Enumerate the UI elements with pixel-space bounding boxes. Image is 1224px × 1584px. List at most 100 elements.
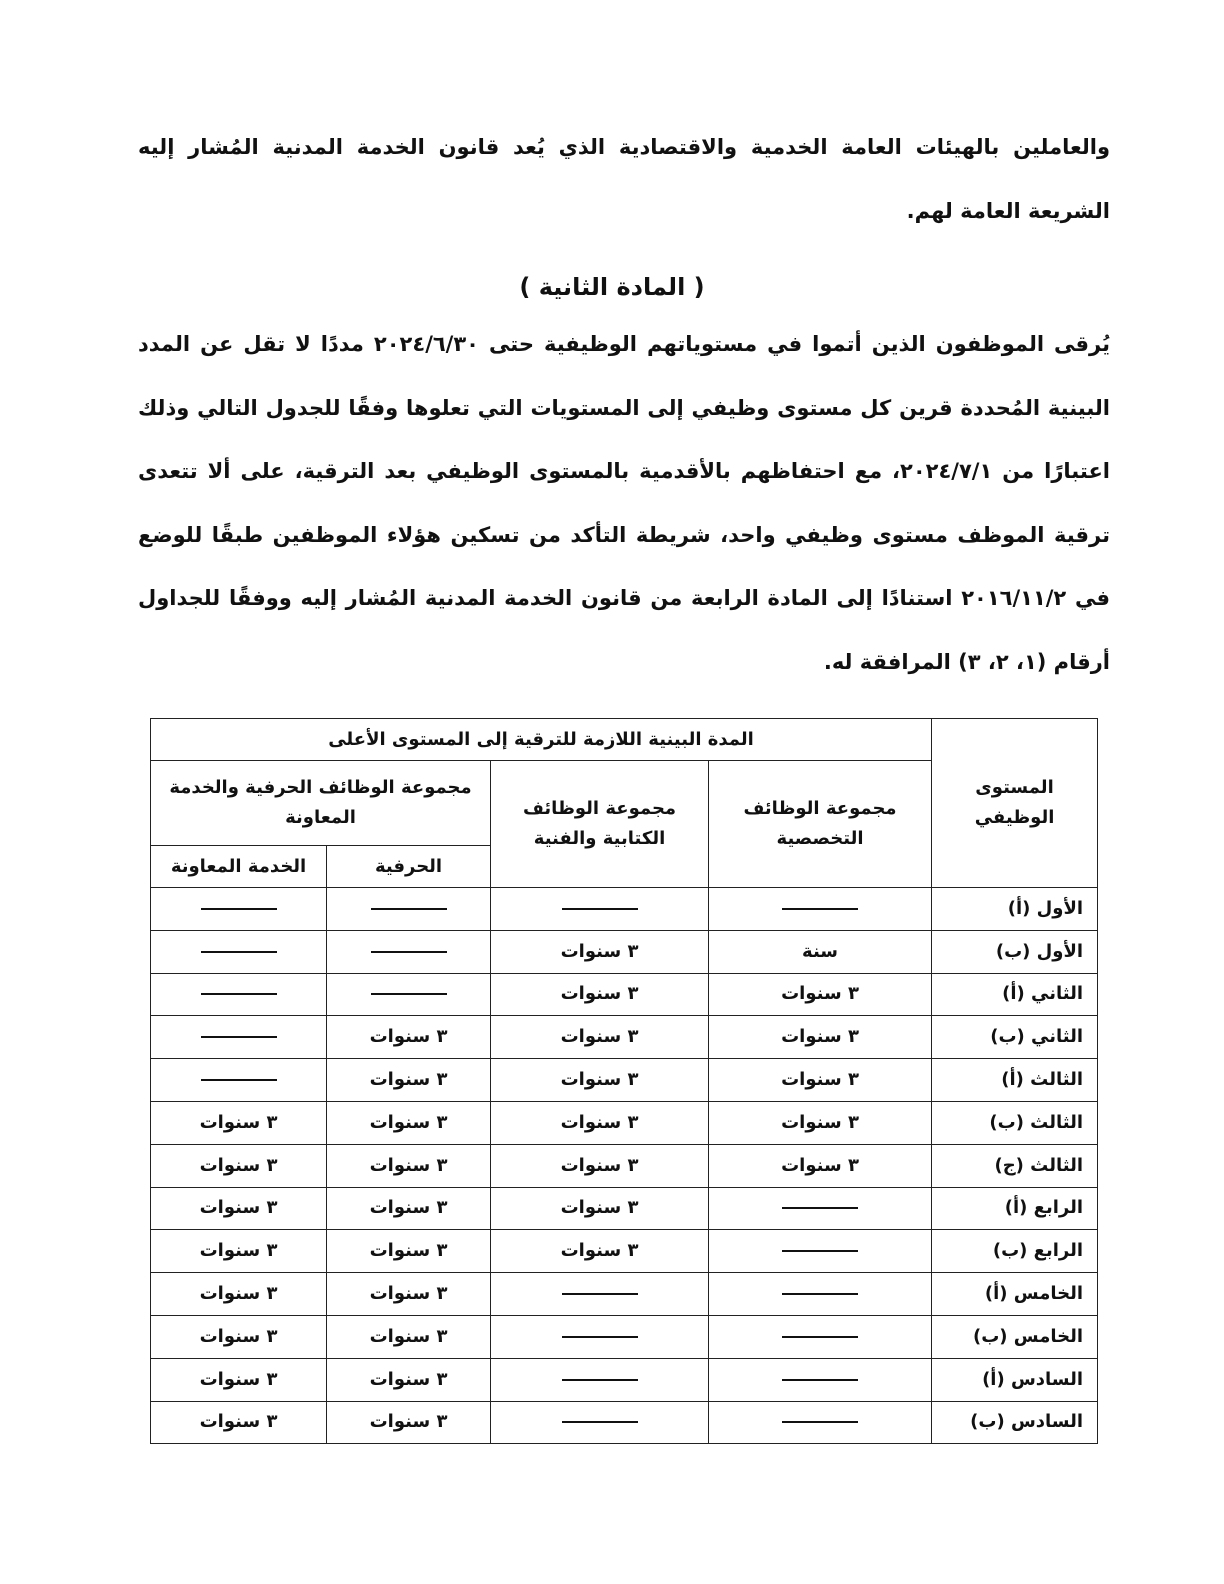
not-applicable-dash: [782, 1335, 859, 1338]
not-applicable-dash: [782, 1293, 859, 1296]
not-applicable-dash: [370, 993, 447, 996]
text-line: ترقية الموظف مستوى وظيفي واحد، شريطة الت…: [138, 522, 1110, 547]
period-cell: [490, 1272, 710, 1316]
level-cell: الأول (أ): [931, 887, 1099, 931]
level-cell: الثالث (أ): [931, 1058, 1099, 1102]
not-applicable-dash: [782, 1421, 859, 1424]
article-paragraph: يُرقى الموظفون الذين أتموا في مستوياتهم …: [138, 313, 1110, 694]
table-container: المستوى الوظيفي المدة البينية اللازمة لل…: [149, 718, 1099, 1445]
period-cell: [149, 887, 328, 931]
period-cell: ٣ سنوات: [326, 1357, 492, 1402]
period-cell: [149, 972, 328, 1017]
table-row: الخامس (ب) ٣ سنوات ٣ سنوات: [149, 1314, 1099, 1359]
not-applicable-dash: [561, 1378, 638, 1381]
text-line: يُرقى الموظفون الذين أتموا في مستوياتهم …: [138, 332, 1111, 356]
level-cell: الثالث (ج): [931, 1143, 1099, 1188]
period-cell: ٣ سنوات: [326, 1186, 492, 1231]
document-page: والعاملين بالهيئات العامة الخدمية والاقت…: [138, 116, 1110, 1445]
period-cell: [326, 972, 492, 1017]
not-applicable-dash: [200, 907, 277, 910]
period-cell: [149, 929, 328, 974]
level-cell: السادس (أ): [931, 1357, 1099, 1402]
text-line: البينية المُحددة قرين كل مستوى وظيفي إلى…: [138, 395, 1110, 420]
table-row: السادس (ب) ٣ سنوات ٣ سنوات: [149, 1400, 1099, 1445]
period-cell: ٣ سنوات: [149, 1143, 328, 1188]
level-cell: الخامس (ب): [931, 1314, 1099, 1359]
subgroup-header-auxiliary: الخدمة المعاونة: [149, 845, 328, 888]
period-cell: [149, 1015, 328, 1060]
not-applicable-dash: [782, 1378, 859, 1381]
article-title: ( المادة الثانية ): [519, 273, 705, 301]
table-row: الأول (أ): [149, 887, 1099, 931]
not-applicable-dash: [561, 1335, 638, 1338]
period-cell: ٣ سنوات: [149, 1100, 328, 1145]
period-cell: ٣ سنوات: [149, 1400, 328, 1445]
not-applicable-dash: [200, 950, 277, 953]
not-applicable-dash: [561, 1421, 638, 1424]
period-cell: ٣ سنوات: [326, 1272, 492, 1316]
not-applicable-dash: [370, 950, 447, 953]
period-cell: ٣ سنوات: [708, 1058, 933, 1102]
period-cell: ٣ سنوات: [326, 1015, 492, 1060]
span-header: المدة البينية اللازمة للترقية إلى المستو…: [149, 718, 933, 761]
period-cell: ٣ سنوات: [490, 1058, 710, 1102]
period-cell: ٣ سنوات: [326, 1143, 492, 1188]
level-header: المستوى الوظيفي: [931, 718, 1099, 888]
not-applicable-dash: [370, 907, 447, 910]
period-cell: ٣ سنوات: [490, 929, 710, 974]
table-row: السادس (أ) ٣ سنوات ٣ سنوات: [149, 1357, 1099, 1402]
not-applicable-dash: [200, 993, 277, 996]
not-applicable-dash: [782, 907, 859, 910]
group-header-specialized: مجموعة الوظائف التخصصية: [708, 760, 933, 888]
text-line: اعتبارًا من ٢٠٢٤/٧/١، مع احتفاظهم بالأقد…: [138, 459, 1110, 483]
group-header-clerical: مجموعة الوظائف الكتابية والفنية: [490, 760, 710, 888]
period-cell: ٣ سنوات: [708, 972, 933, 1017]
period-cell: [490, 887, 710, 931]
table-row: الأول (ب) سنة ٣ سنوات: [149, 929, 1099, 974]
table-row: الثاني (أ) ٣ سنوات ٣ سنوات: [149, 972, 1099, 1017]
period-cell: [708, 1229, 933, 1274]
table-row: الخامس (أ) ٣ سنوات ٣ سنوات: [149, 1272, 1099, 1316]
table-row: الرابع (أ) ٣ سنوات ٣ سنوات ٣ سنوات: [149, 1186, 1099, 1231]
table-row: الثالث (أ) ٣ سنوات ٣ سنوات ٣ سنوات: [149, 1058, 1099, 1102]
not-applicable-dash: [561, 907, 638, 910]
period-cell: سنة: [708, 929, 933, 974]
not-applicable-dash: [200, 1079, 277, 1082]
period-cell: [490, 1400, 710, 1445]
period-cell: [708, 1314, 933, 1359]
period-cell: ٣ سنوات: [326, 1400, 492, 1445]
level-cell: الأول (ب): [931, 929, 1099, 974]
level-cell: الرابع (ب): [931, 1229, 1099, 1274]
table-row: الثالث (ب) ٣ سنوات ٣ سنوات ٣ سنوات ٣ سنوات: [149, 1100, 1099, 1145]
period-cell: ٣ سنوات: [326, 1100, 492, 1145]
period-cell: ٣ سنوات: [490, 1229, 710, 1274]
group-header-crafts: مجموعة الوظائف الحرفية والخدمة المعاونة: [149, 760, 492, 846]
period-cell: [490, 1357, 710, 1402]
level-cell: الخامس (أ): [931, 1272, 1099, 1316]
period-cell: [708, 887, 933, 931]
period-cell: ٣ سنوات: [326, 1058, 492, 1102]
period-cell: [708, 1186, 933, 1231]
period-cell: [708, 1272, 933, 1316]
text-line: الشريعة العامة لهم.: [906, 198, 1110, 223]
period-cell: ٣ سنوات: [149, 1314, 328, 1359]
period-cell: ٣ سنوات: [490, 972, 710, 1017]
period-cell: [149, 1058, 328, 1102]
period-cell: ٣ سنوات: [490, 1143, 710, 1188]
period-cell: ٣ سنوات: [708, 1100, 933, 1145]
period-cell: ٣ سنوات: [149, 1186, 328, 1231]
period-cell: ٣ سنوات: [149, 1272, 328, 1316]
period-cell: [708, 1357, 933, 1402]
intro-paragraph: والعاملين بالهيئات العامة الخدمية والاقت…: [138, 116, 1110, 243]
period-cell: ٣ سنوات: [326, 1229, 492, 1274]
period-cell: ٣ سنوات: [708, 1015, 933, 1060]
period-cell: ٣ سنوات: [490, 1186, 710, 1231]
table-row: الثاني (ب) ٣ سنوات ٣ سنوات ٣ سنوات: [149, 1015, 1099, 1060]
text-line: أرقام (١، ٢، ٣) المرافقة له.: [823, 649, 1110, 674]
level-cell: الثاني (ب): [931, 1015, 1099, 1060]
period-cell: ٣ سنوات: [326, 1314, 492, 1359]
not-applicable-dash: [561, 1293, 638, 1296]
level-cell: الرابع (أ): [931, 1186, 1099, 1231]
text-line: في ٢٠١٦/١١/٢ استنادًا إلى المادة الرابعة…: [138, 586, 1110, 610]
period-cell: ٣ سنوات: [149, 1229, 328, 1274]
